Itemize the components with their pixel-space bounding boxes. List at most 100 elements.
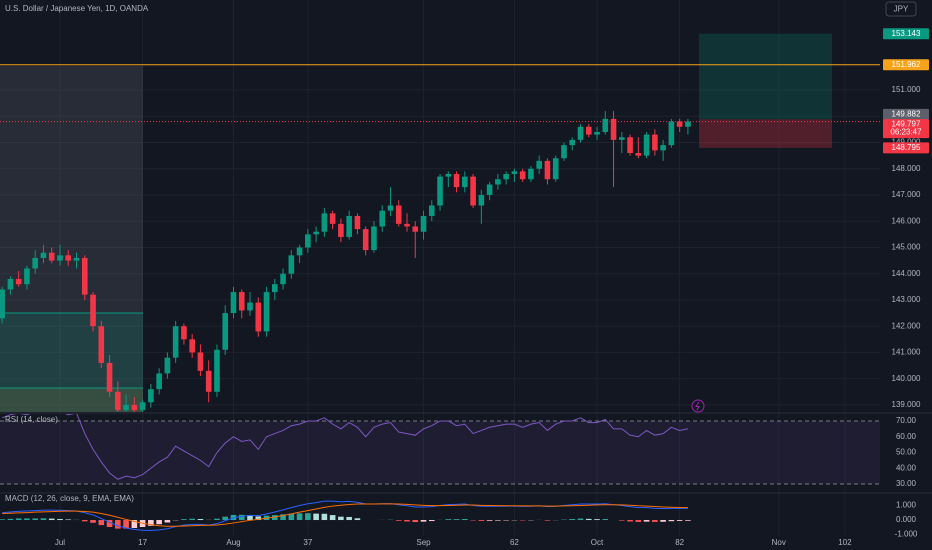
entry-label-box bbox=[883, 108, 929, 120]
price-tick-label: 148.000 bbox=[892, 164, 921, 173]
candle-body bbox=[329, 213, 336, 224]
macd-histogram-bar bbox=[115, 520, 121, 529]
candle-body bbox=[643, 134, 650, 156]
candle-body bbox=[139, 402, 146, 411]
candle-body bbox=[462, 176, 468, 188]
macd-histogram-bar bbox=[445, 519, 452, 521]
candle-body bbox=[536, 160, 542, 169]
macd-histogram-bar bbox=[676, 520, 683, 521]
macd-histogram-bar bbox=[98, 520, 105, 526]
macd-histogram-bar bbox=[346, 516, 352, 521]
macd-tick-label: -1.000 bbox=[895, 530, 918, 539]
price-tick-label: 144.000 bbox=[892, 269, 921, 278]
candle-body bbox=[205, 370, 212, 392]
candle-body bbox=[561, 145, 567, 159]
price-tick-label: 140.000 bbox=[892, 374, 921, 383]
macd-histogram-bar bbox=[164, 520, 171, 523]
hline-label: 151.962 bbox=[892, 60, 921, 69]
candle-body bbox=[255, 302, 262, 332]
candle-body bbox=[115, 391, 121, 411]
macd-histogram-bar bbox=[131, 520, 138, 529]
macd-histogram-bar bbox=[40, 518, 47, 521]
candle-body bbox=[15, 278, 22, 285]
macd-histogram-bar bbox=[544, 520, 551, 521]
macd-histogram-bar bbox=[197, 519, 204, 521]
candle-body bbox=[569, 139, 576, 146]
macd-histogram-bar bbox=[305, 513, 311, 521]
macd-title: MACD (12, 26, close, 9, EMA, EMA) bbox=[5, 494, 134, 503]
time-label: 82 bbox=[675, 538, 684, 547]
currency-button[interactable] bbox=[885, 1, 917, 17]
candle-body bbox=[635, 152, 642, 156]
candle-body bbox=[189, 339, 195, 353]
macd-line bbox=[2, 500, 688, 531]
macd-histogram-bar bbox=[668, 520, 675, 522]
candle-body bbox=[65, 255, 72, 261]
candle-body bbox=[280, 273, 286, 285]
candle-body bbox=[486, 184, 493, 195]
macd-histogram-bar bbox=[15, 518, 22, 521]
macd-histogram-bar bbox=[255, 516, 262, 521]
last-price-box bbox=[883, 119, 929, 139]
macd-histogram-bar bbox=[222, 516, 229, 521]
candle-body bbox=[610, 118, 617, 140]
price-tick-label: 141.000 bbox=[892, 348, 921, 357]
candle-body bbox=[594, 131, 600, 135]
candle-body bbox=[552, 158, 559, 180]
drawings bbox=[0, 66, 143, 412]
signal-line bbox=[2, 503, 688, 527]
candle-body bbox=[230, 292, 237, 314]
candle-body bbox=[585, 126, 592, 135]
macd-histogram-bar bbox=[81, 520, 88, 522]
macd-histogram-bar bbox=[321, 513, 328, 521]
macd-histogram-bar bbox=[238, 514, 245, 521]
candle-body bbox=[602, 118, 609, 132]
macd-histogram-bar bbox=[156, 520, 162, 525]
candle-body bbox=[271, 284, 278, 293]
time-label: 62 bbox=[510, 538, 519, 547]
candle-body bbox=[544, 160, 551, 180]
stop-label-box bbox=[883, 142, 929, 154]
event-icon-bolt bbox=[695, 401, 700, 411]
macd-histogram-bar bbox=[453, 519, 460, 521]
macd-histogram-bar bbox=[486, 520, 493, 521]
position-stop-zone bbox=[699, 119, 832, 148]
candle-body bbox=[81, 257, 88, 295]
macd-histogram-bar bbox=[106, 520, 113, 528]
candle-body bbox=[528, 168, 534, 180]
candle-body bbox=[420, 215, 427, 232]
macd-histogram-bar bbox=[619, 520, 625, 521]
target-label: 153.143 bbox=[892, 29, 921, 38]
macd-histogram-bar bbox=[478, 520, 485, 521]
macd-histogram-bar bbox=[247, 515, 253, 521]
candle-body bbox=[288, 255, 295, 274]
candle-body bbox=[652, 134, 658, 151]
candle-body bbox=[404, 223, 410, 227]
candle-body bbox=[48, 252, 55, 261]
macd-histogram-bar bbox=[643, 520, 650, 522]
candle-body bbox=[148, 389, 154, 403]
time-label: 37 bbox=[303, 538, 312, 547]
candle-body bbox=[24, 268, 30, 285]
rsi-tick-label: 40.00 bbox=[896, 463, 917, 472]
macd-histogram-bar bbox=[635, 520, 642, 522]
candle-body bbox=[346, 215, 352, 237]
macd-histogram-bar bbox=[48, 518, 55, 521]
currency-label[interactable]: JPY bbox=[894, 5, 909, 14]
candle-body bbox=[470, 176, 476, 206]
candle-body bbox=[619, 137, 625, 140]
macd-histogram-bar bbox=[652, 520, 658, 522]
macd-histogram-bar bbox=[627, 520, 633, 522]
candle-body bbox=[0, 289, 5, 319]
candle-body bbox=[123, 404, 129, 411]
price-tick-label: 149.000 bbox=[892, 138, 921, 147]
rsi-pane bbox=[0, 414, 880, 485]
macd-pane bbox=[0, 500, 691, 531]
entry-label: 149.882 bbox=[892, 109, 921, 118]
candle-body bbox=[412, 226, 419, 232]
macd-histogram-bar bbox=[271, 515, 278, 521]
position-target-zone bbox=[699, 33, 832, 120]
candle-body bbox=[321, 213, 328, 232]
rsi-tick-label: 50.00 bbox=[896, 448, 917, 457]
macd-histogram-bar bbox=[660, 520, 666, 522]
